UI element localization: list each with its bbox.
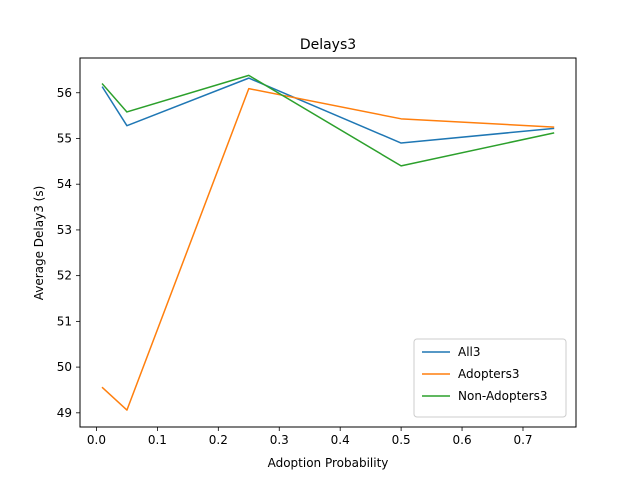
y-axis-ticks: 49 50 51 52 53 54 55 56 (57, 86, 80, 420)
legend: All3 Adopters3 Non-Adopters3 (413, 338, 567, 418)
x-tick-label: 0.1 (148, 433, 167, 447)
y-tick-label: 56 (57, 86, 72, 100)
plot-area-frame (79, 57, 577, 428)
chart-title: Delays3 (300, 37, 356, 53)
legend-label: All3 (458, 345, 481, 359)
series-line-non-adopters3 (101, 74, 555, 167)
y-axis-label: Average Delay3 (s) (32, 186, 46, 301)
y-tick-label: 52 (57, 269, 72, 283)
y-tick-label: 55 (57, 131, 72, 145)
y-tick-label: 54 (57, 177, 72, 191)
series-line-adopters3 (101, 87, 555, 411)
y-tick-label: 49 (57, 406, 72, 420)
x-axis-label: Adoption Probability (268, 456, 389, 470)
x-tick-label: 0.2 (209, 433, 228, 447)
y-tick-label: 51 (57, 314, 72, 328)
series-line-all3 (101, 77, 555, 144)
x-tick-label: 0.6 (453, 433, 472, 447)
legend-label: Non-Adopters3 (458, 389, 547, 403)
legend-box (413, 338, 567, 418)
y-tick-label: 50 (57, 360, 72, 374)
y-tick-label: 53 (57, 223, 72, 237)
x-tick-label: 0.0 (87, 433, 106, 447)
x-tick-label: 0.4 (331, 433, 350, 447)
legend-label: Adopters3 (458, 367, 519, 381)
x-axis-ticks: 0.0 0.1 0.2 0.3 0.4 0.5 0.6 0.7 (87, 427, 533, 447)
x-tick-label: 0.5 (392, 433, 411, 447)
x-tick-label: 0.3 (270, 433, 289, 447)
series-lines (101, 74, 555, 411)
x-tick-label: 0.7 (513, 433, 532, 447)
